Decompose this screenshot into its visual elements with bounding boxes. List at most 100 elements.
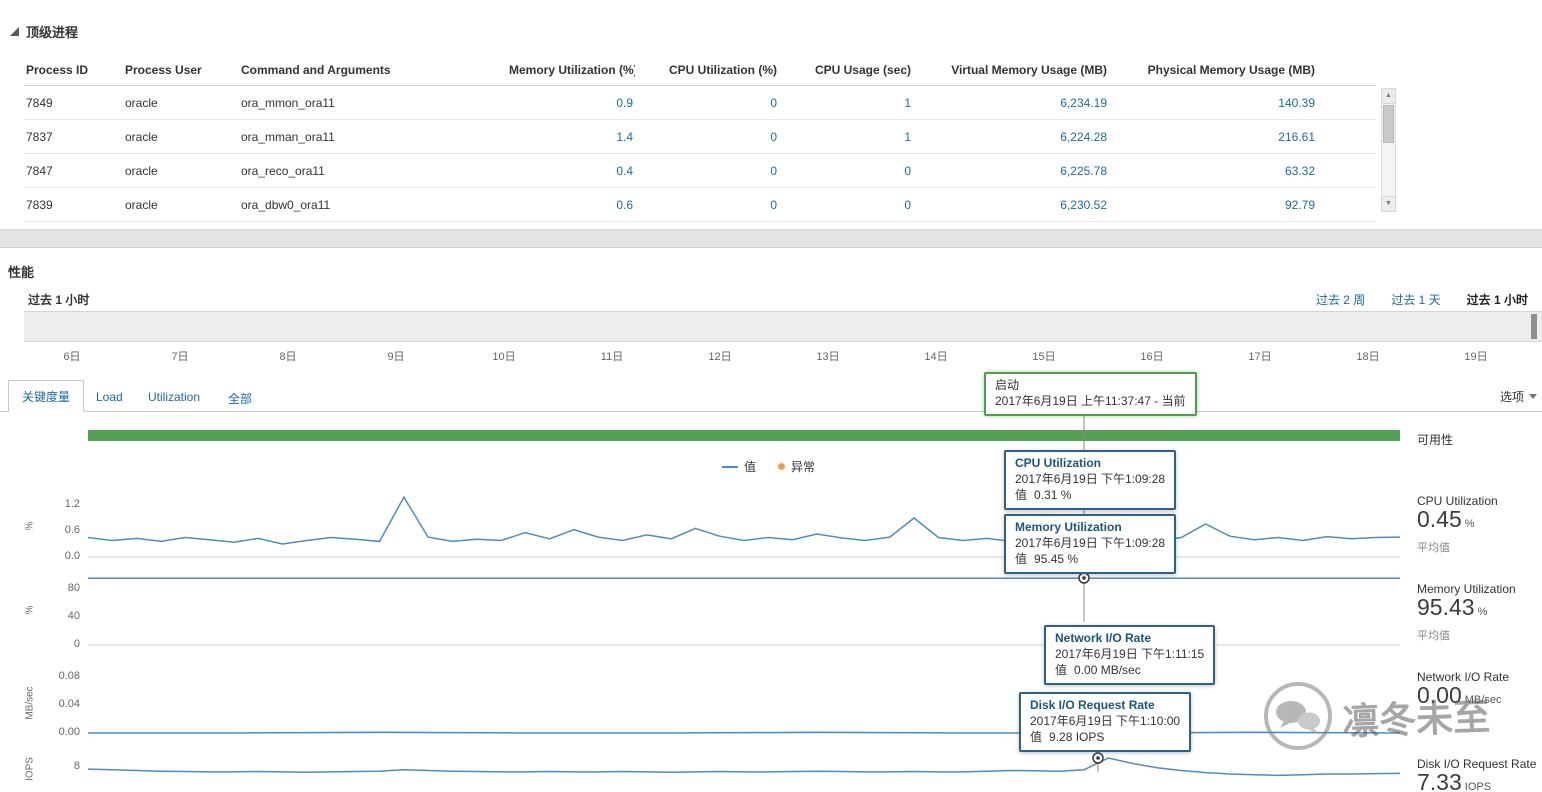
table-cell: 7839 (26, 197, 53, 212)
range-link-1hour[interactable]: 过去 1 小时 (1466, 293, 1528, 307)
table-cell: 0 (770, 129, 777, 144)
range-link-1day[interactable]: 过去 1 天 (1391, 293, 1441, 307)
table-cell: 0 (770, 95, 777, 110)
table-row[interactable]: 7847 oracle ora_reco_ora11 0.4 0 0 6,225.78 63.… (24, 154, 1376, 188)
timeline-date: 18日 (1356, 351, 1380, 363)
column-header[interactable]: Process ID (26, 62, 89, 77)
value-label: 值 (1030, 730, 1043, 744)
value-label: 值 (1055, 663, 1068, 677)
chat-bubbles-logo-icon (1264, 682, 1332, 750)
range-link-2weeks[interactable]: 过去 2 周 (1315, 293, 1366, 307)
startup-tooltip-title: 启动 (995, 378, 1020, 392)
metric-memory-avg: 平均值 (1417, 630, 1450, 642)
collapse-triangle-icon[interactable] (10, 27, 19, 36)
table-cell: 0.4 (616, 163, 633, 178)
table-cell: 0 (770, 197, 777, 212)
memory-tooltip-time: 2017年6月19日 下午1:09:28 (1015, 536, 1166, 550)
availability-label: 可用性 (1417, 433, 1454, 447)
timeline-slider[interactable] (24, 311, 1542, 342)
column-header[interactable]: Process User (125, 62, 202, 77)
hover-point-marker (1092, 752, 1104, 764)
tab-utilization[interactable]: Utilization (148, 390, 201, 404)
section-divider (0, 229, 1542, 248)
memory-tooltip: Memory Utilization 2017年6月19日 下午1:09:28 … (1004, 514, 1177, 574)
top-processes-header: 顶级进程 (10, 22, 78, 41)
metric-cpu-unit: % (1464, 518, 1475, 530)
network-tooltip-value-row: 值 0.00 MB/sec (1055, 662, 1204, 678)
timeline-date: 17日 (1248, 351, 1272, 363)
scrollbar-thumb[interactable] (1383, 105, 1394, 143)
startup-tooltip: 启动 2017年6月19日 上午11:37:47 - 当前 (984, 372, 1197, 416)
table-cell: 7837 (26, 129, 53, 144)
y-tick-label: 0 (73, 638, 80, 650)
table-cell: oracle (125, 163, 158, 178)
table-cell: 0 (904, 197, 911, 212)
y-tick-label: 8 (73, 759, 80, 772)
table-scrollbar[interactable]: ▲ ▼ (1381, 88, 1396, 212)
y-tick-label: 0.0 (64, 550, 80, 562)
cpu-tooltip-value: 0.31 % (1034, 488, 1072, 502)
y-tick-label: 40 (67, 610, 80, 622)
disk-tooltip-time: 2017年6月19日 下午1:10:00 (1030, 714, 1181, 728)
table-row[interactable]: 7839 oracle ora_dbw0_ora11 0.6 0 0 6,230.52 92.… (24, 188, 1376, 222)
table-cell: 0.6 (616, 197, 633, 212)
column-header[interactable]: Memory Utilization (%) (509, 62, 635, 77)
timeline-slider-handle[interactable] (1531, 314, 1537, 339)
table-row[interactable]: 7849 oracle ora_mmon_ora11 0.9 0 1 6,234.19 140… (24, 86, 1376, 120)
timeline-dates: 6日 7日 8日 9日 10日 11日 12日 13日 14日 15日 16日 17日 18日 19日 (0, 348, 1542, 364)
time-range-links: 过去 2 周 过去 1 天 过去 1 小时 (1316, 291, 1528, 308)
chevron-down-icon (1529, 394, 1538, 399)
legend-anomaly-item: 异常 (778, 458, 815, 475)
timeline-date: 19日 (1464, 351, 1488, 363)
tabbar-divider (0, 411, 1542, 412)
column-header[interactable]: Physical Memory Usage (MB) (1147, 62, 1315, 77)
y-axis-unit-cpu-utilization: % (24, 521, 36, 531)
metric-network-name: Network I/O Rate (1417, 670, 1510, 684)
process-table-body: 7849 oracle ora_mmon_ora11 0.9 0 1 6,234.19 140… (24, 86, 1376, 222)
table-row[interactable]: 7837 oracle ora_mman_ora11 1.4 0 1 6,224.28 216… (24, 120, 1376, 154)
hover-point-marker (1078, 572, 1090, 584)
timeline-date: 16日 (1140, 351, 1164, 363)
process-table-header: Process ID Process User Command and Argume… (24, 54, 1376, 86)
timeline-date: 12日 (708, 351, 732, 363)
tab-load[interactable]: Load (96, 390, 123, 404)
table-cell: 6,225.78 (1060, 163, 1107, 178)
metric-disk-unit: IOPS (1464, 781, 1492, 792)
disk-tooltip-value: 9.28 IOPS (1049, 730, 1105, 744)
timeline-date: 13日 (816, 351, 840, 363)
options-dropdown[interactable]: 选项 (1500, 388, 1538, 405)
table-cell: 63.32 (1284, 163, 1315, 178)
metric-memory-name: Memory Utilization (1417, 582, 1516, 596)
column-header[interactable]: CPU Usage (sec) (814, 62, 911, 77)
chart-line-network-io-rate (88, 731, 1401, 734)
table-cell: 1.4 (616, 129, 633, 144)
table-cell: 1 (904, 95, 911, 110)
y-tick-label: 80 (67, 582, 80, 594)
tab-all[interactable]: 全部 (228, 392, 253, 406)
table-cell: oracle (125, 197, 158, 212)
cpu-tooltip-time: 2017年6月19日 下午1:09:28 (1015, 472, 1166, 486)
performance-section-title: 性能 (8, 265, 35, 280)
network-tooltip-time: 2017年6月19日 下午1:11:15 (1055, 647, 1205, 661)
legend-value-item: 值 (722, 458, 756, 475)
scroll-down-icon[interactable]: ▼ (1382, 196, 1395, 211)
top-processes-table: Process ID Process User Command and Argume… (24, 54, 1376, 222)
chart-legend: 值 异常 (722, 458, 815, 475)
column-header[interactable]: Virtual Memory Usage (MB) (951, 62, 1107, 77)
chart-line-disk-io-request-rate (87, 757, 1401, 777)
scroll-up-icon[interactable]: ▲ (1382, 89, 1395, 104)
table-cell: ora_mman_ora11 (241, 129, 335, 144)
table-cell: 6,234.19 (1060, 95, 1107, 110)
table-cell: 0.9 (616, 95, 633, 110)
metric-cpu-value: 0.45% (1417, 506, 1475, 533)
timeline-date: 15日 (1032, 351, 1056, 363)
column-header[interactable]: Command and Arguments (241, 62, 391, 77)
column-header[interactable]: CPU Utilization (%) (669, 62, 777, 77)
table-cell: 92.79 (1284, 197, 1315, 212)
table-cell: 140.39 (1278, 95, 1315, 110)
table-cell: 0 (904, 163, 911, 178)
table-cell: 1 (904, 129, 911, 144)
table-cell: ora_reco_ora11 (241, 163, 325, 178)
tab-key-metrics[interactable]: 关键度量 (8, 380, 84, 412)
